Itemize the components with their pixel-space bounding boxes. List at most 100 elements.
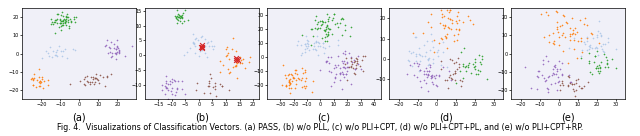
Point bbox=[321, 61, 332, 63]
Point bbox=[36, 81, 47, 83]
Point bbox=[554, 80, 564, 82]
Point bbox=[333, 55, 343, 57]
Point bbox=[340, 67, 350, 69]
Point bbox=[577, 49, 587, 52]
Point bbox=[428, 83, 438, 85]
Point bbox=[579, 85, 589, 87]
Point bbox=[338, 52, 348, 54]
Point bbox=[37, 56, 47, 59]
Point bbox=[311, 49, 321, 51]
Point bbox=[554, 36, 564, 38]
Point bbox=[324, 28, 335, 30]
Point bbox=[330, 23, 340, 25]
Point bbox=[170, 94, 180, 96]
Point bbox=[404, 60, 414, 62]
Point bbox=[337, 73, 348, 75]
Point bbox=[163, 98, 173, 100]
Point bbox=[599, 50, 609, 53]
Point bbox=[35, 80, 45, 82]
Point bbox=[297, 34, 307, 36]
Point bbox=[319, 29, 329, 31]
Point bbox=[458, 21, 468, 23]
Point bbox=[310, 19, 320, 21]
Point bbox=[590, 55, 600, 57]
Point bbox=[310, 40, 321, 42]
Point bbox=[323, 20, 333, 22]
Point bbox=[188, 42, 198, 44]
Point bbox=[595, 32, 605, 34]
Point bbox=[197, 35, 207, 37]
Point bbox=[64, 27, 74, 29]
Point bbox=[401, 73, 412, 75]
Point bbox=[340, 50, 350, 52]
Point bbox=[28, 77, 38, 79]
Point bbox=[329, 13, 339, 15]
Point bbox=[415, 80, 426, 82]
Point bbox=[202, 56, 212, 58]
Point bbox=[303, 40, 314, 42]
Point bbox=[540, 77, 550, 79]
Point bbox=[453, 33, 463, 35]
Point bbox=[161, 82, 171, 84]
Point bbox=[452, 22, 463, 24]
Point bbox=[284, 83, 294, 85]
Point bbox=[415, 54, 426, 57]
Point bbox=[27, 77, 37, 79]
Point bbox=[445, 18, 456, 20]
Point bbox=[419, 79, 429, 81]
Point bbox=[54, 26, 65, 28]
Point bbox=[44, 79, 54, 81]
Point bbox=[302, 39, 312, 41]
Point bbox=[427, 40, 437, 43]
Point bbox=[423, 72, 433, 75]
Point bbox=[63, 21, 74, 23]
Point bbox=[552, 27, 562, 30]
Point bbox=[414, 53, 424, 55]
Point bbox=[438, 40, 448, 43]
Point bbox=[321, 28, 331, 30]
Point bbox=[473, 73, 483, 75]
Point bbox=[417, 55, 428, 58]
Point bbox=[232, 62, 243, 64]
Point bbox=[32, 79, 42, 81]
Point bbox=[541, 99, 552, 101]
Point bbox=[426, 13, 436, 16]
Point bbox=[536, 74, 547, 76]
Point bbox=[200, 52, 210, 54]
Point bbox=[58, 24, 68, 26]
Point bbox=[284, 84, 294, 86]
Point bbox=[90, 77, 100, 79]
Point bbox=[207, 45, 217, 47]
Point bbox=[322, 60, 332, 62]
Point bbox=[111, 53, 122, 55]
Point bbox=[468, 22, 479, 25]
Point bbox=[338, 66, 348, 68]
Point bbox=[563, 84, 573, 86]
Point bbox=[580, 43, 590, 45]
Point bbox=[436, 37, 446, 39]
Point bbox=[449, 40, 460, 42]
Point bbox=[559, 14, 570, 17]
Point bbox=[303, 43, 313, 45]
Point bbox=[566, 81, 576, 83]
Point bbox=[53, 13, 63, 15]
Point bbox=[547, 83, 557, 85]
Point bbox=[288, 77, 298, 79]
Point bbox=[244, 61, 254, 63]
Point bbox=[447, 19, 457, 21]
Point bbox=[345, 35, 355, 37]
Point bbox=[575, 40, 586, 43]
Point bbox=[602, 63, 612, 65]
Point bbox=[594, 64, 604, 66]
Point bbox=[461, 70, 471, 72]
Point bbox=[301, 42, 312, 44]
Point bbox=[333, 39, 344, 41]
Point bbox=[543, 14, 554, 16]
Point bbox=[551, 73, 561, 76]
Point bbox=[551, 10, 561, 12]
Point bbox=[562, 22, 572, 25]
Point bbox=[310, 48, 320, 50]
Point bbox=[60, 18, 70, 21]
Point bbox=[443, 87, 453, 89]
Point bbox=[109, 47, 119, 49]
